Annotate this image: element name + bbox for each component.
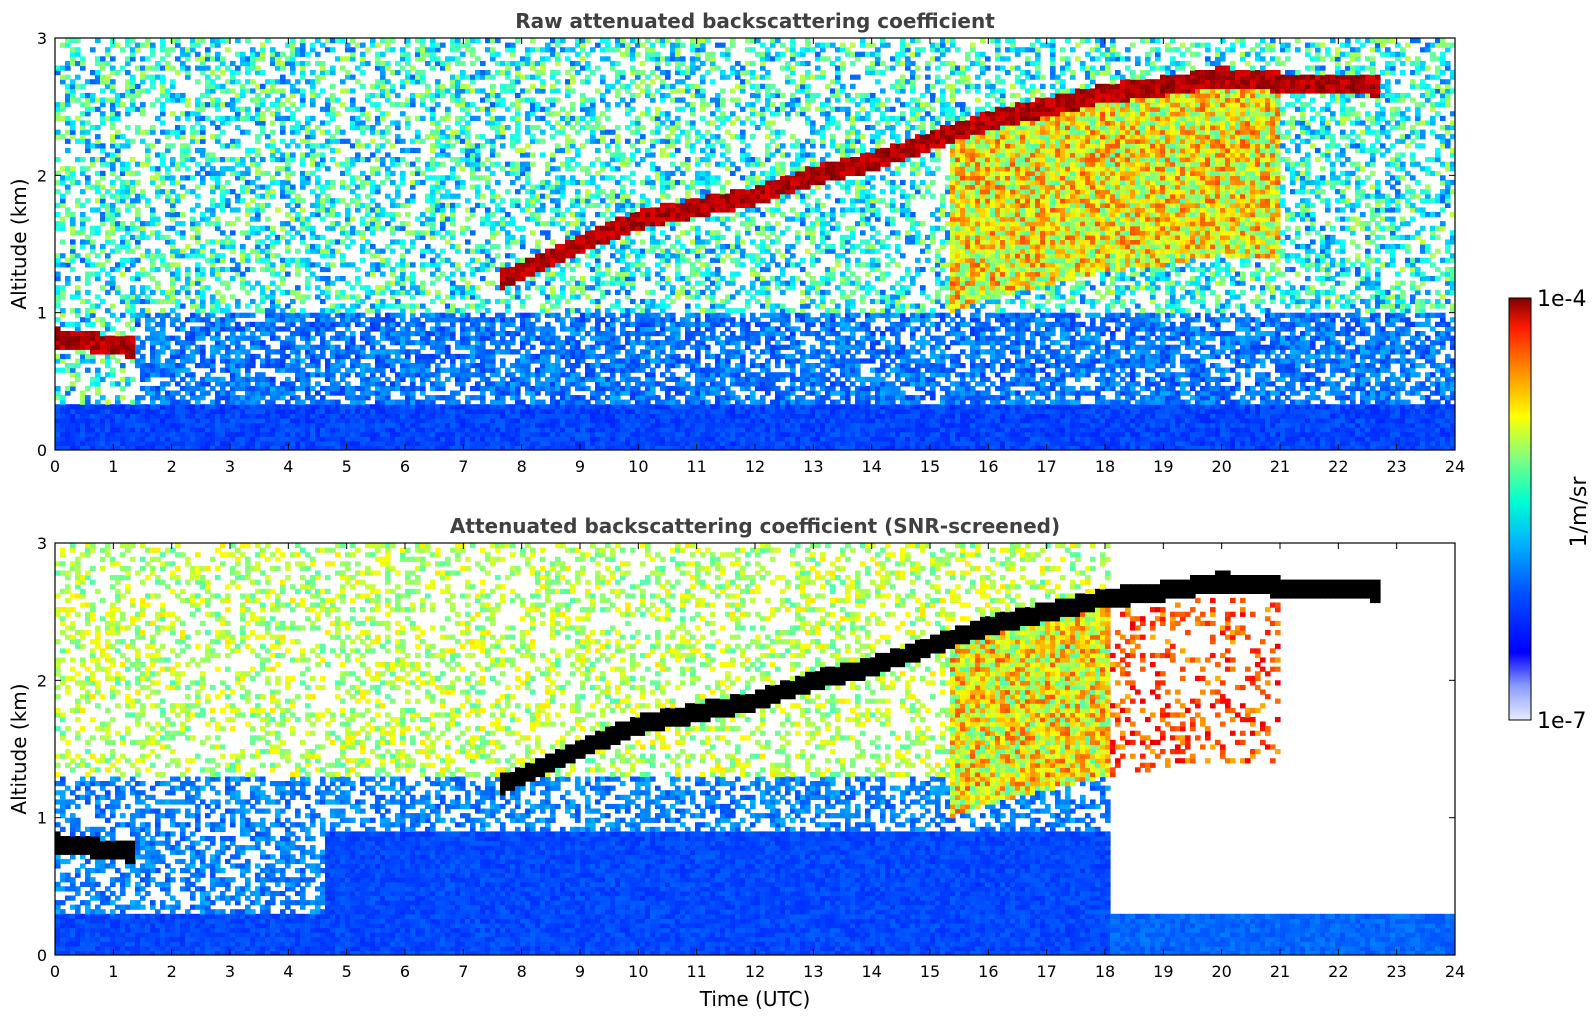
y-tick-label: 1 [37, 809, 47, 828]
x-tick-label: 10 [628, 457, 648, 476]
raw-heatmap [55, 38, 1456, 451]
x-tick-label: 14 [861, 457, 881, 476]
colorbar-max-label: 1e-4 [1537, 287, 1586, 312]
x-tick-label: 23 [1386, 962, 1406, 981]
x-tick-label: 0 [50, 962, 60, 981]
x-tick-label: 2 [167, 457, 177, 476]
x-tick-label: 13 [803, 962, 823, 981]
x-tick-label: 11 [686, 457, 706, 476]
x-tick-label: 16 [978, 457, 998, 476]
x-tick-label: 3 [225, 457, 235, 476]
time-axis-label: Time (UTC) [699, 987, 811, 1011]
x-tick-label: 3 [225, 962, 235, 981]
colorbar-min-label: 1e-7 [1537, 709, 1586, 734]
screened-y-axis-label: Altitude (km) [7, 683, 31, 814]
screened-panel-title: Attenuated backscattering coefficient (S… [450, 514, 1060, 538]
raw-y-axis-label: Altitude (km) [7, 178, 31, 309]
x-tick-label: 19 [1153, 457, 1173, 476]
x-tick-label: 8 [517, 962, 527, 981]
x-tick-label: 20 [1211, 962, 1231, 981]
y-tick-label: 3 [37, 29, 47, 48]
x-tick-label: 15 [920, 962, 940, 981]
x-tick-label: 10 [628, 962, 648, 981]
x-tick-label: 20 [1211, 457, 1231, 476]
x-tick-label: 23 [1386, 457, 1406, 476]
x-tick-label: 12 [745, 962, 765, 981]
x-tick-label: 9 [575, 962, 585, 981]
x-tick-label: 18 [1095, 457, 1115, 476]
x-tick-label: 7 [458, 962, 468, 981]
x-tick-label: 8 [517, 457, 527, 476]
x-tick-label: 4 [283, 962, 293, 981]
x-tick-label: 21 [1270, 962, 1290, 981]
raw-panel-title: Raw attenuated backscattering coefficien… [515, 9, 995, 33]
x-tick-label: 0 [50, 457, 60, 476]
heatmap-cells [55, 543, 1456, 956]
y-tick-label: 3 [37, 534, 47, 553]
x-tick-label: 22 [1328, 962, 1348, 981]
x-tick-label: 15 [920, 457, 940, 476]
x-tick-label: 14 [861, 962, 881, 981]
x-tick-label: 6 [400, 457, 410, 476]
x-tick-label: 17 [1036, 457, 1056, 476]
x-tick-label: 24 [1445, 962, 1465, 981]
x-tick-label: 24 [1445, 457, 1465, 476]
x-tick-label: 19 [1153, 962, 1173, 981]
x-tick-label: 7 [458, 457, 468, 476]
heatmap-cells [55, 38, 1456, 451]
x-tick-label: 12 [745, 457, 765, 476]
colorbar: 1e-4 1e-7 1/m/sr [1509, 287, 1592, 734]
x-tick-label: 18 [1095, 962, 1115, 981]
x-tick-label: 9 [575, 457, 585, 476]
x-tick-label: 1 [108, 457, 118, 476]
y-tick-label: 0 [37, 946, 47, 965]
colorbar-unit-label: 1/m/sr [1567, 476, 1592, 548]
x-tick-label: 16 [978, 962, 998, 981]
y-tick-label: 2 [37, 166, 47, 185]
x-tick-label: 13 [803, 457, 823, 476]
screened-backscatter-panel: Attenuated backscattering coefficient (S… [7, 514, 1465, 1011]
screened-heatmap [55, 543, 1456, 956]
x-tick-label: 2 [167, 962, 177, 981]
y-tick-label: 0 [37, 441, 47, 460]
x-tick-label: 4 [283, 457, 293, 476]
x-tick-label: 22 [1328, 457, 1348, 476]
x-tick-label: 21 [1270, 457, 1290, 476]
colorbar-gradient [1509, 298, 1531, 720]
raw-backscatter-panel: Raw attenuated backscattering coefficien… [7, 9, 1465, 476]
x-tick-label: 11 [686, 962, 706, 981]
x-tick-label: 6 [400, 962, 410, 981]
x-tick-label: 17 [1036, 962, 1056, 981]
y-tick-label: 1 [37, 304, 47, 323]
x-tick-label: 5 [342, 962, 352, 981]
x-tick-label: 5 [342, 457, 352, 476]
y-tick-label: 2 [37, 671, 47, 690]
x-tick-label: 1 [108, 962, 118, 981]
